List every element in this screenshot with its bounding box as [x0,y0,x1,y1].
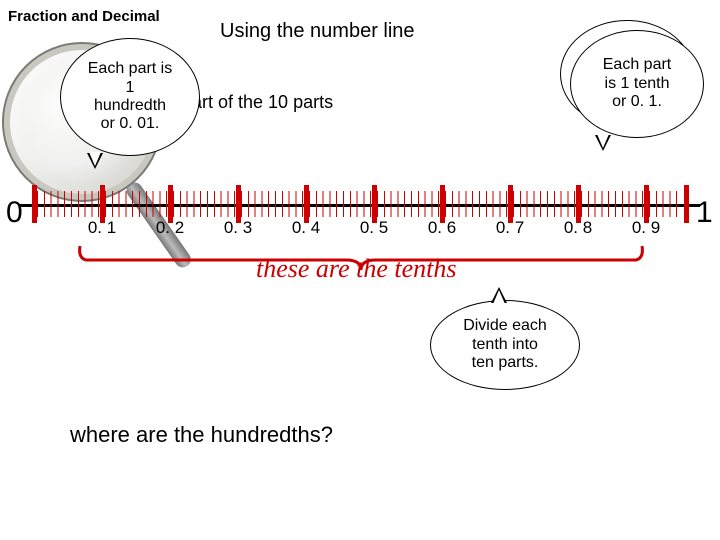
ticks-minor-band [377,191,439,217]
callout-line: Each part is [88,60,172,78]
callout-tail [87,153,103,169]
callout-hundredth: Each part is 1 hundredth or 0. 01. [60,38,200,156]
ticks-minor-band [581,191,643,217]
callout-line: or 0. 1. [612,93,662,111]
callout-line: 1 [126,79,135,97]
callout-tail [595,135,611,151]
callout-divide: Divide each tenth into ten parts. [430,300,580,390]
callout-line: tenth into [472,336,538,354]
callout-line: Each part [603,56,671,74]
ticks-minor-band [37,191,99,217]
number-line-label: 0. 3 [218,218,258,238]
number-line-label: 0. 2 [150,218,190,238]
number-line-label: 0. 7 [490,218,530,238]
callout-line: is 1 tenth [605,75,670,93]
ticks-minor-band [241,191,303,217]
ticks-minor-band [173,191,235,217]
ticks-minor-band [649,191,683,217]
callout-line: hundredth [94,97,166,115]
tick-major [684,185,689,223]
header-title: Fraction and Decimal [8,8,160,25]
callout-line: or 0. 01. [101,115,160,133]
number-line-label: 0. 6 [422,218,462,238]
ticks-minor-band [445,191,507,217]
number-line-label: 0. 5 [354,218,394,238]
number-line-label: 0. 8 [558,218,598,238]
number-line-label: 0. 1 [82,218,122,238]
main-title: Using the number line [220,20,415,43]
number-line-start: 0 [6,196,23,230]
ticks-minor-band [513,191,575,217]
ticks-minor-band [105,191,167,217]
callout-line: Divide each [463,317,547,335]
question-text: where are the hundredths? [70,422,333,448]
callout-line: ten parts. [472,354,539,372]
subtitle-fragment: art of the 10 parts [192,92,333,113]
ticks-minor-band [309,191,371,217]
callout-tail [491,287,507,303]
number-line-label: 0. 4 [286,218,326,238]
number-line-label: 0. 9 [626,218,666,238]
tenths-label: these are the tenths [256,254,456,284]
number-line-end: 1 [696,196,713,230]
callout-tenth: Each part is 1 tenth or 0. 1. [570,30,704,138]
